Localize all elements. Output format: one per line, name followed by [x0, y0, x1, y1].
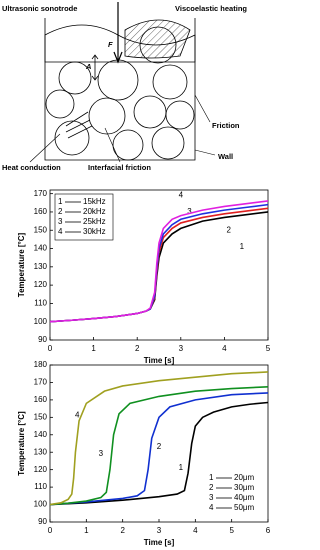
particle: [112, 129, 144, 161]
legend-key: 2: [209, 483, 214, 492]
leader-lines: [29, 94, 216, 163]
particle: [152, 64, 188, 100]
series-line: [49, 401, 269, 506]
x-tick-label: 5: [229, 526, 234, 535]
curve-label: 1: [179, 463, 184, 472]
x-tick-label: 3: [157, 526, 162, 535]
diagram: Ultrasonic sonotrode Viscoelastic heatin…: [2, 2, 247, 172]
y-axis-label: Temperature [°C]: [17, 232, 26, 297]
particle: [88, 97, 126, 135]
y-axis-label: Temperature [°C]: [17, 411, 26, 476]
x-tick-label: 0: [48, 526, 53, 535]
y-tick-label: 130: [34, 262, 48, 271]
y-tick-label: 180: [34, 360, 48, 369]
figure: Ultrasonic sonotrode Viscoelastic heatin…: [2, 2, 271, 547]
curve-label: 2: [157, 442, 162, 451]
series-line: [49, 371, 269, 506]
x-tick-label: 2: [135, 344, 140, 353]
label: Friction: [212, 121, 240, 130]
label: Ultrasonic sonotrode: [2, 4, 77, 13]
plot-frame: [49, 189, 269, 341]
particle: [54, 120, 90, 156]
y-tick-label: 120: [34, 280, 48, 289]
legend-label: 30μm: [234, 483, 255, 492]
legend-box: [54, 193, 114, 241]
particle: [58, 61, 92, 95]
series-line: [49, 200, 269, 323]
legend-key: 1: [58, 197, 63, 206]
x-axis-label: Time [s]: [144, 538, 175, 547]
x-tick-label: 4: [193, 526, 198, 535]
particle: [165, 100, 195, 130]
x-tick-label: 6: [266, 526, 271, 535]
curve-label: 4: [75, 411, 80, 420]
legend-label: 15kHz: [83, 197, 106, 206]
particle: [139, 26, 177, 64]
y-tick-label: 150: [34, 225, 48, 234]
legend-label: 20μm: [234, 473, 255, 482]
wall-box: [44, 18, 196, 161]
x-tick-label: 2: [120, 526, 125, 535]
series-line: [49, 386, 269, 506]
y-tick-label: 90: [38, 335, 47, 344]
legend-label: 25kHz: [83, 217, 106, 226]
legend-key: 1: [209, 473, 214, 482]
y-tick-label: 140: [34, 244, 48, 253]
y-tick-label: 170: [34, 189, 48, 198]
x-tick-label: 5: [266, 344, 271, 353]
x-tick-label: 4: [222, 344, 227, 353]
x-tick-label: 1: [91, 344, 96, 353]
y-tick-label: 150: [34, 412, 48, 421]
curve-label: 1: [240, 242, 245, 251]
label: Viscoelastic heating: [175, 4, 247, 13]
x-axis-label: Time [s]: [144, 356, 175, 365]
curve-label: 3: [99, 449, 104, 458]
particle: [151, 126, 185, 160]
legend-key: 4: [58, 227, 63, 236]
legend-key: 3: [58, 217, 63, 226]
y-tick-label: 140: [34, 430, 48, 439]
y-tick-label: 90: [38, 517, 47, 526]
x-tick-label: 1: [84, 526, 89, 535]
y-tick-label: 110: [34, 482, 47, 491]
legend-key: 4: [209, 503, 214, 512]
x-tick-label: 3: [179, 344, 184, 353]
legend-label: 30kHz: [83, 227, 106, 236]
particle: [97, 59, 139, 101]
legend-label: 50μm: [234, 503, 255, 512]
curve-label: 2: [227, 225, 232, 234]
label: Interfacial friction: [88, 163, 151, 172]
y-tick-label: 170: [34, 378, 48, 387]
y-tick-label: 110: [34, 299, 47, 308]
legend-key: 3: [209, 493, 214, 502]
y-tick-label: 160: [34, 207, 48, 216]
y-tick-label: 100: [34, 500, 48, 509]
label: A: [85, 62, 91, 71]
y-tick-label: 100: [34, 317, 48, 326]
curve-label: 3: [187, 207, 192, 216]
legend-label: 20kHz: [83, 207, 106, 216]
label: Heat conduction: [2, 163, 61, 172]
label: Wall: [218, 152, 233, 161]
force-arrow: [113, 2, 123, 64]
y-tick-label: 160: [34, 395, 48, 404]
viscoelastic-zone: [124, 19, 191, 59]
particle: [45, 89, 75, 119]
label: F: [108, 40, 113, 49]
amplitude-arrow: [91, 54, 99, 81]
y-tick-label: 120: [34, 465, 48, 474]
particle: [133, 95, 167, 129]
series-line: [49, 392, 269, 506]
legend-label: 40μm: [234, 493, 255, 502]
x-tick-label: 0: [48, 344, 53, 353]
curve-label: 4: [179, 191, 184, 200]
heat-arrows: [65, 111, 93, 139]
y-tick-label: 130: [34, 447, 48, 456]
legend-key: 2: [58, 207, 63, 216]
